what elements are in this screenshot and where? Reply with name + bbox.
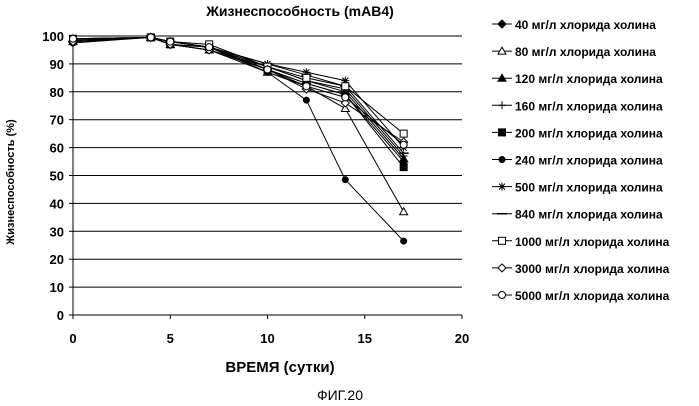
x-tick-label: 5 bbox=[167, 331, 174, 346]
legend-marker bbox=[499, 129, 506, 136]
marker-shape bbox=[400, 130, 407, 137]
data-point bbox=[303, 97, 309, 103]
legend-marker bbox=[498, 183, 506, 191]
legend-label: 840 мг/л хлорида холина bbox=[515, 208, 663, 222]
data-point bbox=[342, 94, 349, 101]
marker-shape bbox=[498, 20, 506, 28]
marker-shape bbox=[342, 83, 349, 90]
legend-label: 40 мг/л хлорида холина bbox=[515, 18, 656, 32]
marker-shape bbox=[342, 94, 349, 101]
marker-shape bbox=[499, 237, 506, 244]
legend-label: 240 мг/л хлорида холина bbox=[515, 154, 663, 168]
data-point bbox=[400, 208, 408, 215]
data-point bbox=[303, 83, 310, 90]
legend-label: 160 мг/л хлорида холина bbox=[515, 99, 663, 113]
x-axis-label: ВРЕМЯ (сутки) bbox=[225, 359, 334, 376]
series-line bbox=[73, 37, 404, 147]
y-tick-label: 100 bbox=[42, 29, 64, 44]
data-point bbox=[70, 35, 77, 42]
data-point bbox=[400, 130, 407, 137]
data-point bbox=[264, 66, 271, 73]
marker-shape bbox=[499, 292, 506, 299]
data-point bbox=[167, 38, 174, 45]
legend-marker bbox=[499, 292, 506, 299]
series-line bbox=[73, 37, 404, 153]
y-tick-label: 10 bbox=[50, 280, 64, 295]
x-tick-label: 20 bbox=[455, 331, 469, 346]
legend-label: 3000 мг/л хлорида холина bbox=[515, 262, 670, 276]
legend-label: 500 мг/л хлорида холина bbox=[515, 181, 663, 195]
marker-shape bbox=[400, 141, 407, 148]
legend-item: 1000 мг/л хлорида холина bbox=[492, 235, 670, 249]
marker-shape bbox=[264, 66, 271, 73]
marker-shape bbox=[401, 238, 407, 244]
legend-item: 120 мг/л хлорида холина bbox=[492, 72, 663, 86]
data-point bbox=[342, 83, 349, 90]
legend-marker bbox=[498, 20, 506, 28]
y-tick-label: 70 bbox=[50, 113, 64, 128]
x-tick-label: 10 bbox=[260, 331, 274, 346]
y-tick-label: 80 bbox=[50, 85, 64, 100]
legend-label: 5000 мг/л хлорида холина bbox=[515, 289, 670, 303]
marker-shape bbox=[70, 35, 77, 42]
legend-item: 840 мг/л хлорида холина bbox=[492, 208, 663, 222]
y-tick-label: 60 bbox=[50, 141, 64, 156]
marker-shape bbox=[499, 129, 506, 136]
marker-shape bbox=[303, 97, 309, 103]
y-axis-label: Жизнеспособность (%) bbox=[5, 119, 17, 246]
plot-area: 0 10 20 30 40 50 60 70 80 90 100 0 5 10 15 20 bbox=[42, 29, 469, 346]
y-tick-label: 50 bbox=[50, 169, 64, 184]
legend-item: 200 мг/л хлорида холина bbox=[492, 126, 663, 140]
legend-label: 80 мг/л хлорида холина bbox=[515, 45, 656, 59]
data-point bbox=[401, 238, 407, 244]
legend-marker bbox=[499, 157, 505, 163]
legend-label: 200 мг/л хлорида холина bbox=[515, 126, 663, 140]
legend-item: 40 мг/л хлорида холина bbox=[492, 18, 656, 32]
marker-shape bbox=[206, 44, 213, 51]
marker-shape bbox=[400, 164, 407, 171]
legend: 40 мг/л хлорида холина 80 мг/л хлорида хо… bbox=[492, 18, 670, 303]
viability-chart: Жизнеспособность (mAB4) 0102030405060708… bbox=[0, 0, 699, 406]
legend-label: 120 мг/л хлорида холина bbox=[515, 72, 663, 86]
legend-marker bbox=[498, 101, 506, 109]
chart-title: Жизнеспособность (mAB4) bbox=[205, 3, 394, 19]
legend-item: 240 мг/л хлорида холина bbox=[492, 154, 663, 168]
marker-shape bbox=[303, 74, 310, 81]
marker-shape bbox=[342, 177, 348, 183]
x-tick-label: 0 bbox=[69, 331, 76, 346]
y-tick-label: 30 bbox=[50, 224, 64, 239]
data-point bbox=[342, 177, 348, 183]
series-line bbox=[73, 37, 404, 142]
marker-shape bbox=[147, 34, 154, 41]
x-tick-label: 15 bbox=[358, 331, 372, 346]
y-tick-label: 0 bbox=[57, 308, 64, 323]
marker-shape bbox=[167, 38, 174, 45]
y-tick-label: 40 bbox=[50, 196, 64, 211]
data-point bbox=[400, 141, 407, 148]
marker-shape bbox=[499, 157, 505, 163]
legend-item: 5000 мг/л хлорида холина bbox=[492, 289, 670, 303]
marker-shape bbox=[498, 264, 506, 272]
legend-label: 1000 мг/л хлорида холина bbox=[515, 235, 670, 249]
legend-item: 500 мг/л хлорида холина bbox=[492, 181, 663, 195]
marker-shape bbox=[303, 83, 310, 90]
y-tick-label: 20 bbox=[50, 252, 64, 267]
figure-caption: ФИГ.20 bbox=[317, 387, 363, 403]
data-point bbox=[147, 34, 154, 41]
y-tick-label: 90 bbox=[50, 57, 64, 72]
data-point bbox=[303, 74, 310, 81]
data-point bbox=[206, 44, 213, 51]
legend-item: 80 мг/л хлорида холина bbox=[492, 45, 656, 59]
legend-marker bbox=[498, 264, 506, 272]
marker-shape bbox=[400, 208, 408, 215]
legend-item: 3000 мг/л хлорида холина bbox=[492, 262, 670, 276]
legend-marker bbox=[499, 237, 506, 244]
legend-item: 160 мг/л хлорида холина bbox=[492, 99, 663, 113]
series-line bbox=[73, 37, 404, 241]
data-point bbox=[400, 164, 407, 171]
